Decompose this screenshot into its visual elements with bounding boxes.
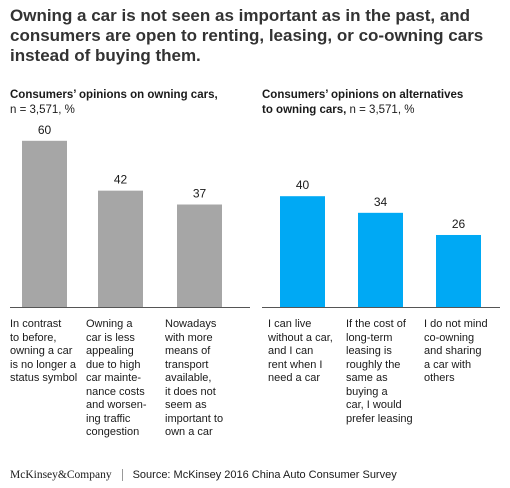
value-label-2-2: 34 [374,195,388,209]
right-panel-heading: Consumers’ opinions on alternatives to o… [262,88,502,118]
value-label-1-3: 37 [193,187,207,201]
category-label-1-1: In contrast to before, owning a car is n… [10,318,78,384]
brand-logo: McKinsey&Company [10,469,112,481]
category-label-2-1: I can live without a car, and I can rent… [268,318,333,384]
bar-1-1 [22,140,67,307]
right-panel-title-line2: to owning cars, [262,104,347,116]
category-label-2-2: If the cost of long-term leasing is roug… [346,318,413,425]
category-label-2-3: I do not mind co-owning and sharing a ca… [424,318,488,384]
bar-1-3 [177,204,222,307]
category-label-1-3: Nowadays with more means of transport av… [165,318,224,438]
right-panel-subtitle: n = 3,571, % [349,104,415,116]
bar-2-2 [358,212,403,307]
right-panel-title-line1: Consumers’ opinions on alternatives [262,89,464,101]
source-note: Source: McKinsey 2016 China Auto Consume… [132,469,397,481]
value-label-1-1: 60 [38,123,52,137]
category-label-1-2: Owning a car is less appealing due to hi… [86,318,147,438]
left-panel-heading: Consumers’ opinions on owning cars, n = … [10,88,240,118]
footer: McKinsey&Company Source: McKinsey 2016 C… [10,469,397,481]
left-panel-title: Consumers’ opinions on owning cars, [10,89,218,101]
bar-2-3 [436,234,481,307]
bar-1-2 [98,190,143,307]
value-label-2-3: 26 [452,217,466,231]
chart-title: Owning a car is not seen as important as… [10,6,484,65]
value-label-1-2: 42 [114,173,128,187]
bar-2-1 [280,196,325,307]
footer-divider [121,469,123,481]
value-label-2-1: 40 [296,178,310,192]
left-panel-subtitle: n = 3,571, % [10,104,75,116]
